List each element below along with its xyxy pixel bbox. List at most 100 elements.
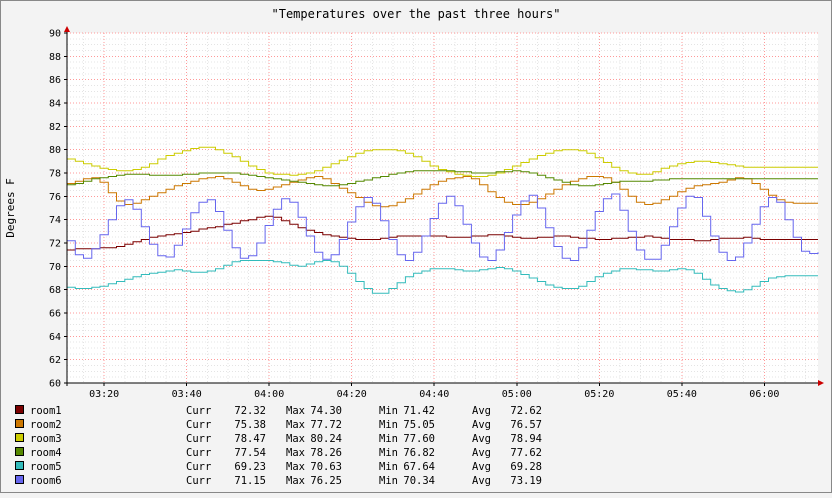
y-tick-label: 70 bbox=[49, 262, 61, 273]
legend-swatch bbox=[15, 461, 24, 470]
y-tick-label: 68 bbox=[49, 285, 61, 296]
minor-grid bbox=[67, 32, 818, 384]
series-line-room6 bbox=[67, 193, 819, 261]
legend-min-value: 76.82 bbox=[403, 447, 435, 459]
legend-series-name: room1 bbox=[30, 405, 62, 417]
legend-min-label: Min bbox=[379, 405, 398, 417]
axes bbox=[64, 26, 824, 386]
legend-max-label: Max bbox=[286, 433, 305, 445]
legend-swatch bbox=[15, 447, 24, 456]
y-tick-label: 84 bbox=[49, 99, 61, 110]
legend-max-value: 78.26 bbox=[310, 447, 342, 459]
legend-curr-value: 69.23 bbox=[234, 461, 266, 473]
legend-curr-label: Curr bbox=[186, 475, 211, 487]
y-tick-label: 80 bbox=[49, 145, 61, 156]
y-tick-label: 88 bbox=[49, 52, 61, 63]
legend-row-room2: room2 Curr 75.38 Max 77.72 Min 75.05 Avg 76.57 bbox=[15, 419, 542, 431]
legend-curr-value: 71.15 bbox=[234, 475, 266, 487]
major-grid bbox=[67, 32, 818, 384]
legend-min-value: 75.05 bbox=[403, 419, 435, 431]
legend-row-room3: room3 Curr 78.47 Max 80.24 Min 77.60 Avg 78.94 bbox=[15, 433, 542, 445]
x-tick-label: 03:40 bbox=[172, 389, 202, 400]
legend-max-label: Max bbox=[286, 475, 305, 487]
legend-avg-value: 77.62 bbox=[510, 447, 542, 459]
legend-max-label: Max bbox=[286, 447, 305, 459]
x-tick-label: 05:00 bbox=[502, 389, 532, 400]
legend-min-label: Min bbox=[379, 475, 398, 487]
y-axis-label: Degrees F bbox=[4, 178, 17, 238]
x-tick-label: 06:00 bbox=[749, 389, 779, 400]
legend-min-label: Min bbox=[379, 433, 398, 445]
legend-row-room5: room5 Curr 69.23 Max 70.63 Min 67.64 Avg 69.28 bbox=[15, 461, 542, 473]
legend-avg-value: 73.19 bbox=[510, 475, 542, 487]
legend-curr-value: 75.38 bbox=[234, 419, 266, 431]
legend-row-room1: room1 Curr 72.32 Max 74.30 Min 71.42 Avg 72.62 bbox=[15, 405, 542, 417]
legend-avg-label: Avg bbox=[472, 475, 491, 487]
legend-avg-label: Avg bbox=[472, 419, 491, 431]
x-tick-label: 05:20 bbox=[584, 389, 614, 400]
y-tick-labels: 60 62 64 66 68 70 72 74 76 78 80 82 84 86 88 90 bbox=[49, 29, 61, 390]
y-tick-label: 64 bbox=[49, 332, 61, 343]
series-layer bbox=[67, 146, 819, 294]
legend-min-label: Min bbox=[379, 461, 398, 473]
x-tick-label: 04:20 bbox=[337, 389, 367, 400]
y-tick-label: 76 bbox=[49, 192, 61, 203]
legend-min-value: 77.60 bbox=[403, 433, 435, 445]
y-tick-label: 86 bbox=[49, 75, 61, 86]
legend-max-label: Max bbox=[286, 419, 305, 431]
legend-min-label: Min bbox=[379, 447, 398, 459]
legend-avg-label: Avg bbox=[472, 447, 491, 459]
legend-swatch bbox=[15, 405, 24, 414]
x-tick-label: 05:40 bbox=[667, 389, 697, 400]
legend-curr-label: Curr bbox=[186, 405, 211, 417]
legend: room1 Curr 72.32 Max 74.30 Min 71.42 Avg 72.62ro… bbox=[15, 405, 542, 487]
legend-series-name: room5 bbox=[30, 461, 62, 473]
legend-curr-value: 72.32 bbox=[234, 405, 266, 417]
x-tick-label: 03:20 bbox=[89, 389, 119, 400]
legend-avg-value: 76.57 bbox=[510, 419, 542, 431]
legend-curr-label: Curr bbox=[186, 461, 211, 473]
legend-swatch bbox=[15, 475, 24, 484]
legend-row-room4: room4 Curr 77.54 Max 78.26 Min 76.82 Avg 77.62 bbox=[15, 447, 542, 459]
legend-avg-label: Avg bbox=[472, 433, 491, 445]
legend-min-label: Min bbox=[379, 419, 398, 431]
series-line-room3 bbox=[67, 146, 818, 177]
legend-series-name: room2 bbox=[30, 419, 62, 431]
y-tick-label: 74 bbox=[49, 215, 61, 226]
y-tick-label: 66 bbox=[49, 309, 61, 320]
legend-avg-label: Avg bbox=[472, 461, 491, 473]
y-tick-label: 78 bbox=[49, 169, 61, 180]
legend-max-value: 76.25 bbox=[310, 475, 342, 487]
legend-avg-label: Avg bbox=[472, 405, 491, 417]
legend-curr-value: 77.54 bbox=[234, 447, 266, 459]
legend-avg-value: 78.94 bbox=[510, 433, 542, 445]
legend-swatch bbox=[15, 419, 24, 428]
y-tick-label: 72 bbox=[49, 239, 61, 250]
legend-max-value: 77.72 bbox=[310, 419, 342, 431]
legend-max-label: Max bbox=[286, 405, 305, 417]
series-line-room4 bbox=[67, 170, 818, 187]
legend-series-name: room3 bbox=[30, 433, 62, 445]
legend-min-value: 67.64 bbox=[403, 461, 435, 473]
chart-title: "Temperatures over the past three hours" bbox=[272, 7, 561, 21]
legend-avg-value: 69.28 bbox=[510, 461, 542, 473]
legend-series-name: room4 bbox=[30, 447, 62, 459]
legend-max-label: Max bbox=[286, 461, 305, 473]
y-tick-label: 82 bbox=[49, 122, 61, 133]
legend-series-name: room6 bbox=[30, 475, 62, 487]
x-tick-label: 04:40 bbox=[419, 389, 449, 400]
y-tick-label: 62 bbox=[49, 355, 61, 366]
legend-min-value: 70.34 bbox=[403, 475, 435, 487]
series-line-room5 bbox=[67, 260, 818, 294]
x-axis-arrow bbox=[818, 380, 824, 386]
x-tick-labels: 03:20 03:40 04:00 04:20 04:40 05:00 05:20 05:40… bbox=[89, 389, 779, 400]
series-line-room2 bbox=[67, 176, 818, 208]
legend-max-value: 80.24 bbox=[310, 433, 342, 445]
y-tick-label: 90 bbox=[49, 29, 61, 40]
legend-min-value: 71.42 bbox=[403, 405, 435, 417]
legend-curr-label: Curr bbox=[186, 433, 211, 445]
y-tick-label: 60 bbox=[49, 379, 61, 390]
legend-curr-value: 78.47 bbox=[234, 433, 266, 445]
